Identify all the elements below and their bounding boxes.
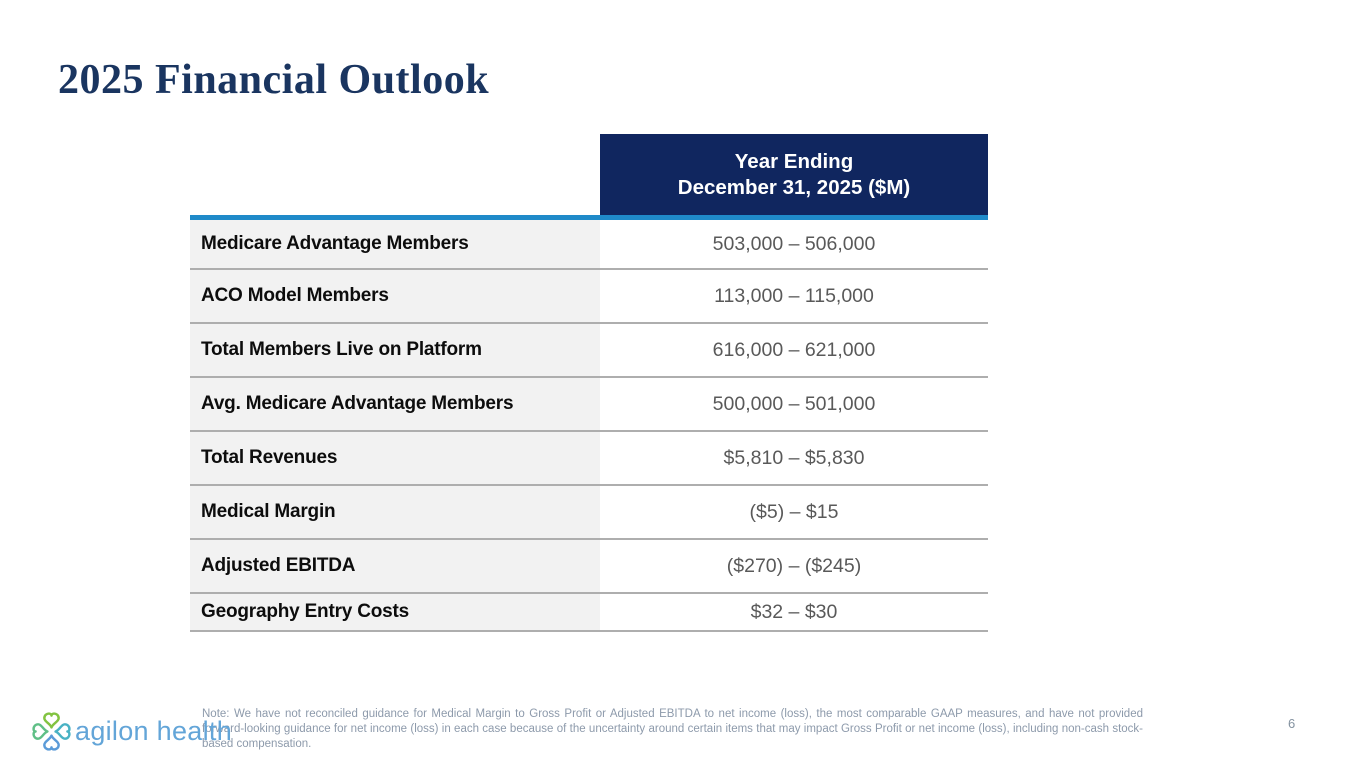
four-heart-clover-icon bbox=[32, 712, 71, 751]
table-row: ACO Model Members 113,000 – 115,000 bbox=[190, 270, 988, 324]
row-label: Medical Margin bbox=[190, 486, 600, 538]
row-label: Geography Entry Costs bbox=[190, 594, 600, 630]
table-header-spacer bbox=[190, 134, 600, 215]
table-row: Adjusted EBITDA ($270) – ($245) bbox=[190, 540, 988, 594]
row-value: 500,000 – 501,000 bbox=[600, 378, 988, 430]
table-body: Medicare Advantage Members 503,000 – 506,… bbox=[190, 220, 988, 632]
financial-outlook-table: Year Ending December 31, 2025 ($M) Medic… bbox=[190, 134, 988, 632]
footnote: Note: We have not reconciled guidance fo… bbox=[202, 708, 1143, 750]
row-label: ACO Model Members bbox=[190, 270, 600, 322]
row-value: $32 – $30 bbox=[600, 594, 988, 630]
table-row: Geography Entry Costs $32 – $30 bbox=[190, 594, 988, 632]
row-value: 616,000 – 621,000 bbox=[600, 324, 988, 376]
row-value: 113,000 – 115,000 bbox=[600, 270, 988, 322]
table-row: Total Revenues $5,810 – $5,830 bbox=[190, 432, 988, 486]
table-row: Medical Margin ($5) – $15 bbox=[190, 486, 988, 540]
row-label: Adjusted EBITDA bbox=[190, 540, 600, 592]
table-column-header: Year Ending December 31, 2025 ($M) bbox=[600, 134, 988, 215]
row-value: 503,000 – 506,000 bbox=[600, 220, 988, 268]
page-number: 6 bbox=[1288, 716, 1296, 731]
table-row: Total Members Live on Platform 616,000 – … bbox=[190, 324, 988, 378]
table-row: Medicare Advantage Members 503,000 – 506,… bbox=[190, 220, 988, 270]
accent-rule bbox=[190, 215, 988, 220]
row-label: Medicare Advantage Members bbox=[190, 220, 600, 268]
table-header-row: Year Ending December 31, 2025 ($M) bbox=[190, 134, 988, 215]
row-value: $5,810 – $5,830 bbox=[600, 432, 988, 484]
logo-text: agilon health bbox=[75, 716, 233, 746]
column-header-line1: Year Ending bbox=[734, 149, 854, 173]
page-title: 2025 Financial Outlook bbox=[58, 57, 490, 103]
column-header-line2: December 31, 2025 ($M) bbox=[677, 175, 911, 199]
table-row: Avg. Medicare Advantage Members 500,000 –… bbox=[190, 378, 988, 432]
row-value: ($270) – ($245) bbox=[600, 540, 988, 592]
row-label: Avg. Medicare Advantage Members bbox=[190, 378, 600, 430]
agilon-health-logo: agilon health bbox=[31, 711, 232, 752]
row-value: ($5) – $15 bbox=[600, 486, 988, 538]
row-label: Total Revenues bbox=[190, 432, 600, 484]
row-label: Total Members Live on Platform bbox=[190, 324, 600, 376]
